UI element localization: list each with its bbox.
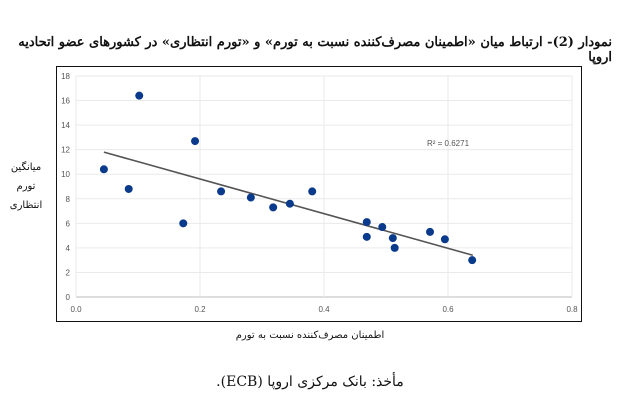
data-point: [468, 256, 477, 265]
data-point: [179, 219, 188, 228]
y-label-line: میانگین: [10, 162, 42, 173]
y-tick-label: 14: [61, 121, 70, 130]
x-tick-label: 0.0: [70, 305, 82, 314]
data-point: [191, 137, 200, 146]
data-point: [285, 199, 294, 208]
data-point: [440, 235, 449, 244]
y-label-line: انتظاری: [9, 200, 43, 211]
data-point: [362, 232, 371, 241]
data-point: [426, 227, 435, 236]
y-tick-label: 8: [66, 195, 71, 204]
data-point: [362, 218, 371, 227]
y-tick-label: 18: [61, 72, 70, 81]
data-point: [308, 187, 317, 196]
r-squared-annotation: R² = 0.6271: [427, 139, 470, 148]
data-point: [246, 193, 255, 202]
chart-title: نمودار (2)- ارتباط میان «اطمینان مصرف‌کن…: [18, 35, 612, 65]
data-point: [217, 187, 226, 196]
y-label-line: تورم: [16, 181, 36, 192]
y-tick-label: 0: [66, 293, 71, 302]
x-tick-label: 0.8: [566, 305, 578, 314]
data-point: [99, 165, 108, 174]
x-tick-label: 0.4: [318, 305, 330, 314]
data-point: [124, 184, 133, 193]
y-axis-label: میانگین تورم انتظاری: [2, 158, 50, 215]
data-point: [269, 203, 278, 212]
chart-frame: [56, 66, 582, 322]
y-tick-label: 4: [66, 244, 71, 253]
data-point: [378, 223, 387, 232]
x-tick-label: 0.6: [442, 305, 454, 314]
source-note: مأخذ: بانک مرکزی اروپا (ECB).: [216, 374, 404, 390]
data-point: [135, 91, 144, 100]
x-tick-label: 0.2: [194, 305, 206, 314]
y-tick-label: 2: [66, 268, 71, 277]
x-axis-label: اطمینان مصرف‌کننده نسبت به تورم: [235, 330, 385, 341]
data-point: [388, 234, 397, 243]
y-tick-label: 6: [66, 219, 71, 228]
y-tick-label: 10: [61, 170, 70, 179]
data-point: [390, 243, 399, 252]
y-tick-label: 16: [61, 97, 70, 106]
y-tick-label: 12: [61, 146, 70, 155]
